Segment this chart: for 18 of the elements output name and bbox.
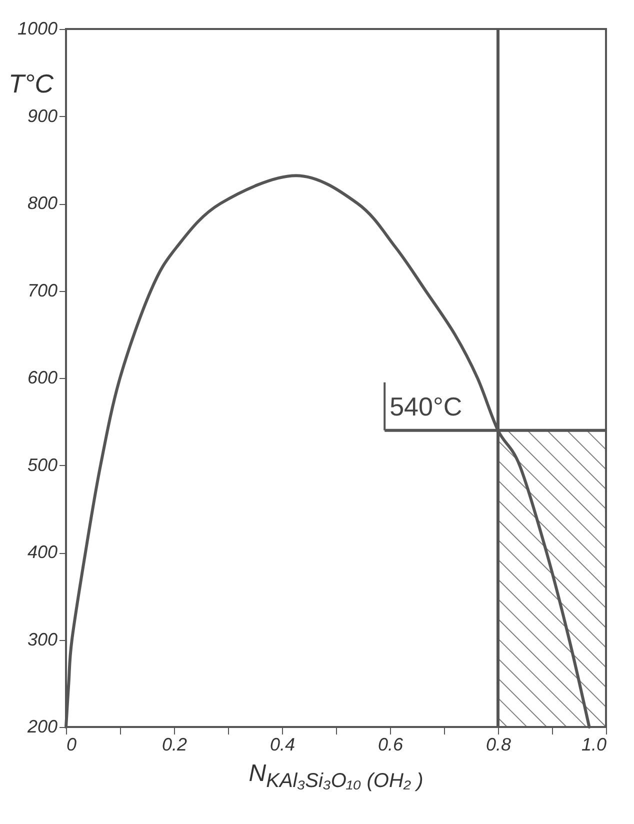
- x-tick-label: 1.0: [581, 734, 606, 754]
- x-axis-title: N$_{KAl₃Si₃O₁₀ (OH₂ )}$: [248, 760, 424, 793]
- y-tick-label: 800: [27, 193, 58, 213]
- y-tick-label: 300: [27, 629, 58, 650]
- x-tick-label: 0: [66, 734, 77, 754]
- y-tick-label: 700: [27, 280, 58, 300]
- x-tick-label: 0.2: [162, 734, 188, 754]
- y-tick-label: 500: [27, 454, 58, 475]
- y-tick-label: 1000: [17, 18, 58, 38]
- y-tick-label: 200: [26, 716, 58, 736]
- annotation: 540°C: [390, 391, 462, 422]
- x-tick-label: 0.4: [270, 734, 296, 754]
- y-tick-label: 900: [27, 106, 58, 126]
- y-tick-label: 400: [27, 542, 58, 562]
- y-axis-title: T°C: [8, 68, 54, 98]
- y-tick-label: 600: [27, 368, 58, 388]
- x-tick-label: 0.6: [378, 734, 404, 754]
- x-tick-label: 0.8: [486, 734, 512, 754]
